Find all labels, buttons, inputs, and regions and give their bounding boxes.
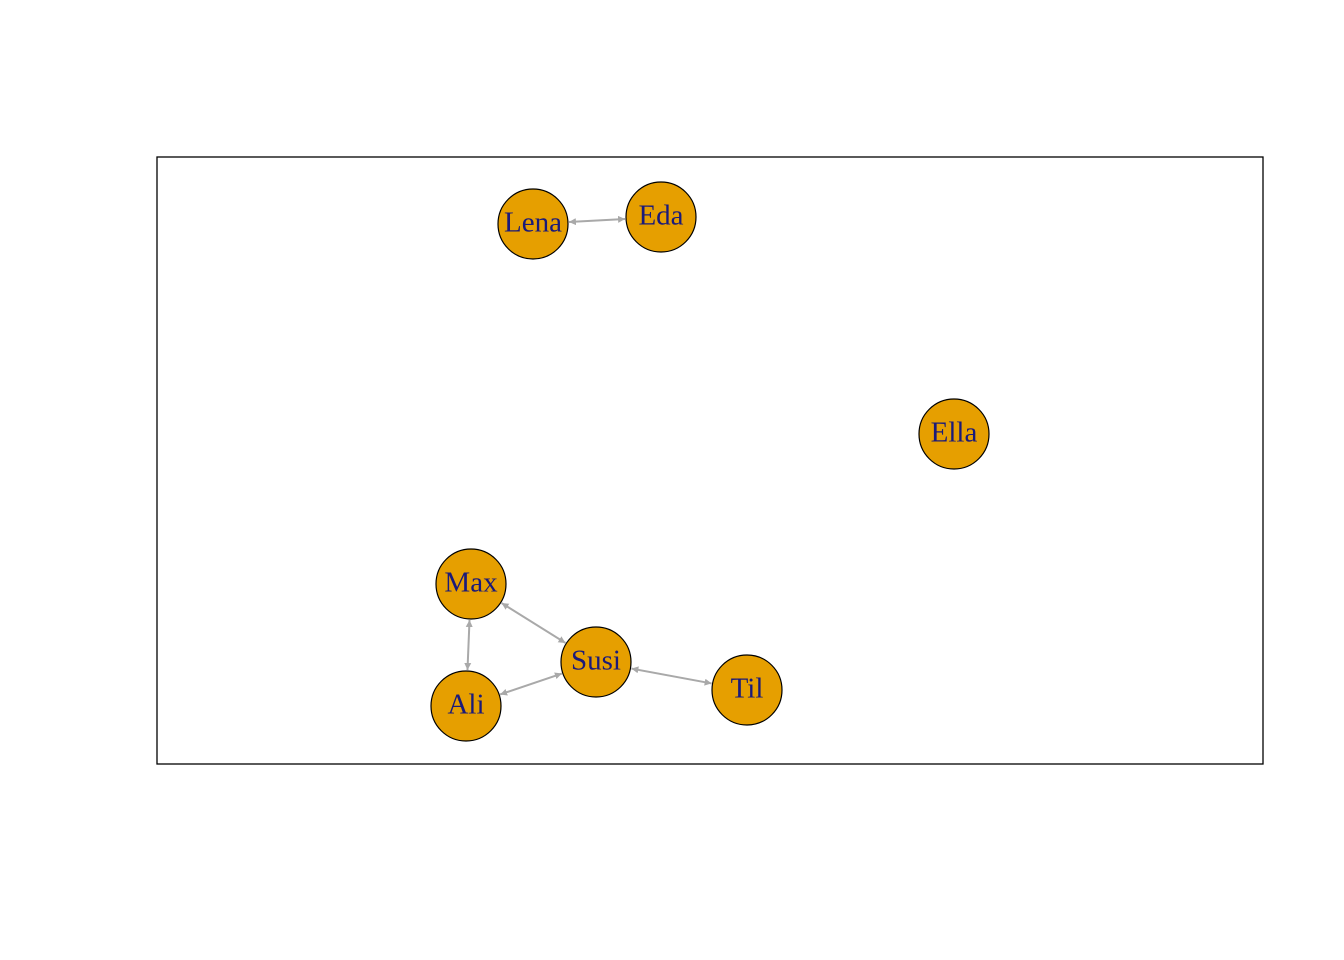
node-label-til: Til	[731, 673, 764, 705]
plot-frame	[156, 156, 1264, 765]
node-circle-ella	[918, 398, 990, 470]
node-susi: Susi	[560, 626, 632, 698]
node-ali: Ali	[430, 670, 502, 742]
node-til: Til	[711, 654, 783, 726]
node-label-max: Max	[444, 567, 498, 599]
node-circle-max	[435, 548, 507, 620]
node-ella: Ella	[918, 398, 990, 470]
node-circle-til	[711, 654, 783, 726]
edge-lena-eda	[568, 215, 626, 226]
node-circle-susi	[560, 626, 632, 698]
node-label-ali: Ali	[447, 689, 484, 721]
node-label-ella: Ella	[931, 417, 978, 449]
node-lena: Lena	[497, 188, 569, 260]
node-label-susi: Susi	[571, 645, 621, 677]
node-circle-ali	[430, 670, 502, 742]
edge-max-ali	[464, 619, 473, 671]
edge-susi-til	[631, 666, 712, 686]
node-label-eda: Eda	[638, 200, 683, 232]
node-circle-eda	[625, 181, 697, 253]
node-label-lena: Lena	[504, 207, 562, 239]
node-circle-lena	[497, 188, 569, 260]
edges-layer	[464, 215, 712, 696]
edge-ali-susi	[499, 672, 563, 696]
edge-max-susi	[501, 602, 566, 644]
node-max: Max	[435, 548, 507, 620]
nodes-layer: Lena Eda Ella Max Susi Ali Til	[430, 181, 990, 742]
node-eda: Eda	[625, 181, 697, 253]
